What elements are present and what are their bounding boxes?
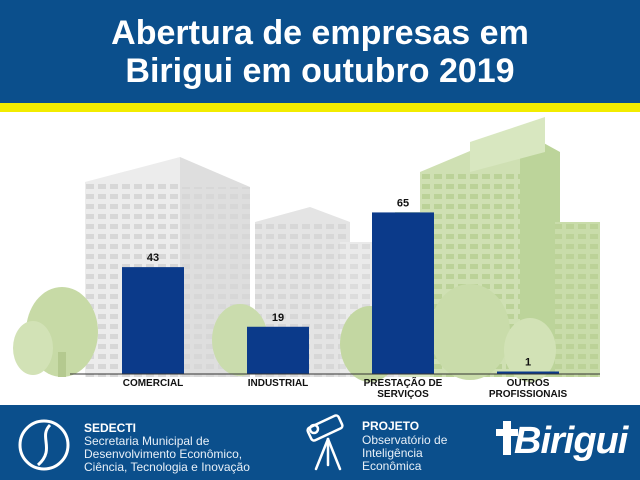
sedecti-line-2: Desenvolvimento Econômico, [84,447,243,461]
bar-2 [247,326,309,374]
title-line-1: Abertura de empresas em [111,14,529,52]
sedecti-line-3: Ciência, Tecnologia e Inovação [84,460,250,474]
bar-chart: 43 COMERCIAL 19 INDUSTRIAL 65 PRESTAÇÃO DESER… [70,197,600,400]
data-label-4: 1 [525,357,531,369]
bar-3 [372,212,434,374]
category-label-4-line-1: OUTROS [507,378,550,389]
bar-4 [497,371,559,374]
title-line-2: Birigui em outubro 2019 [125,52,515,90]
page-title: Abertura de empresas em Birigui em outub… [0,14,640,90]
projeto-line-2: Inteligência [362,446,423,460]
data-label-1: 43 [147,252,159,264]
projeto-line-3: Econômica [362,459,422,473]
cityscape-background [13,117,600,382]
footer-banner: SEDECTI Secretaria Municipal de Desenvol… [0,405,640,480]
projeto-name: PROJETO [362,419,420,433]
category-label-4-line-2: PROFISSIONAIS [489,389,568,400]
category-label-3-line-1: PRESTAÇÃO DE [364,376,443,389]
category-label-3-line-2: SERVIÇOS [377,389,429,400]
accent-stripe [0,103,640,112]
sedecti-line-1: Secretaria Municipal de [84,434,210,448]
projeto-line-1: Observatório de [362,433,448,447]
sedecti-logo-icon [18,419,70,471]
telescope-icon [306,414,344,471]
bar-1 [122,267,184,374]
birigui-cross-icon [496,421,518,455]
trees [13,284,556,382]
category-label-2: INDUSTRIAL [248,378,309,389]
data-label-3: 65 [397,197,409,209]
header-banner: Abertura de empresas em Birigui em outub… [0,0,640,103]
sedecti-name: SEDECTI [84,421,137,435]
birigui-logo-text: Birigui [514,420,628,462]
category-label-1: COMERCIAL [123,378,184,389]
data-label-2: 19 [272,312,284,324]
